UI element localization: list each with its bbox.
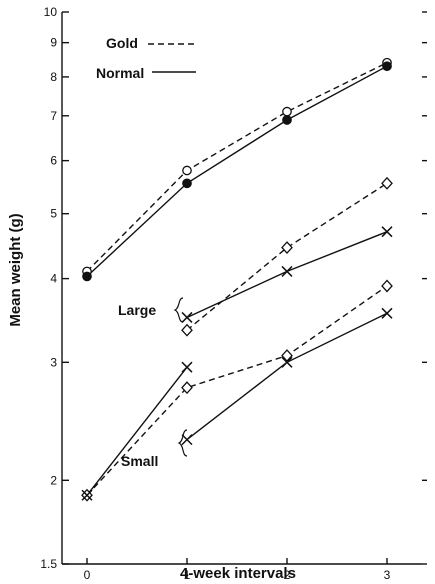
series-layer — [86, 62, 388, 496]
series-line-small-normal — [86, 366, 188, 496]
point-cross — [281, 356, 293, 368]
point-cross — [381, 307, 393, 319]
point-filled-circle — [182, 178, 192, 189]
y-tick-label: 10 — [44, 5, 58, 19]
y-tick-label: 2 — [50, 473, 57, 487]
x-tick-label: 3 — [384, 568, 391, 582]
point-diamond — [381, 279, 393, 293]
annotation-large: Large — [118, 302, 156, 318]
legend-label-gold: Gold — [106, 35, 138, 51]
y-tick-label: 7 — [50, 109, 57, 123]
marker-layer — [81, 57, 393, 502]
point-cross — [181, 434, 193, 446]
point-filled-circle — [82, 271, 92, 282]
y-tick-label: 9 — [50, 36, 57, 50]
brace-small — [177, 429, 188, 457]
series-line-large-gold — [186, 182, 388, 331]
point-cross — [381, 226, 393, 238]
x-tick-label: 0 — [84, 568, 91, 582]
y-tick-label: 1.5 — [40, 557, 57, 571]
point-open-circle — [282, 106, 292, 117]
point-cross — [281, 265, 293, 277]
point-filled-circle — [282, 115, 292, 125]
x-tick-label: 1 — [184, 568, 191, 582]
series-line-small-gold — [86, 285, 388, 496]
y-tick-label: 6 — [50, 154, 57, 168]
point-diamond — [281, 349, 293, 363]
x-axis-title: 4-week intervals — [180, 565, 296, 582]
point-cross — [81, 489, 93, 501]
brace-large — [173, 297, 184, 323]
point-diamond — [281, 241, 293, 255]
point-cross — [181, 311, 193, 323]
y-tick-label: 8 — [50, 70, 57, 84]
point-diamond — [381, 176, 393, 190]
y-tick-label: 5 — [50, 207, 57, 221]
series-line-main-gold — [86, 62, 388, 272]
y-axis-title: Mean weight (g) — [7, 213, 24, 326]
series-line-main-normal — [86, 65, 388, 277]
point-cross — [181, 361, 193, 373]
legend-label-normal: Normal — [96, 65, 144, 81]
y-tick-label: 3 — [50, 355, 57, 369]
point-open-circle — [182, 165, 192, 176]
annotations: Large Small — [118, 297, 188, 469]
axes: 1.5 2 3 4 5 6 7 8 9 10 0 1 2 3 — [40, 5, 427, 582]
point-filled-circle — [382, 61, 392, 72]
point-diamond — [181, 323, 193, 337]
annotation-small: Small — [121, 453, 158, 469]
legend: Gold Normal — [96, 35, 196, 81]
point-diamond — [181, 381, 193, 395]
y-tick-label: 4 — [50, 272, 57, 286]
series-line-small-normal — [186, 312, 388, 441]
x-tick-label: 2 — [284, 568, 291, 582]
